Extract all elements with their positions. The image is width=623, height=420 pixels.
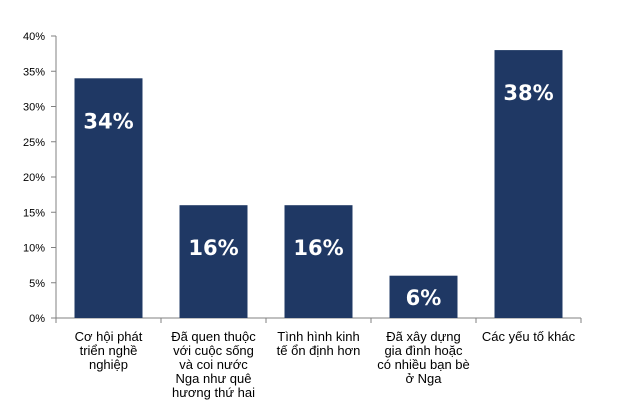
x-category-label: Các yếu tố khác [481, 329, 576, 344]
bar [74, 78, 143, 318]
bar [494, 50, 563, 318]
bar [389, 275, 458, 318]
y-tick-label: 10% [23, 243, 45, 255]
y-tick-label: 40% [23, 31, 45, 43]
chart-data-labels: 34% 16% 16% 6% 38% [83, 81, 553, 310]
chart-bars [74, 50, 563, 318]
chart-axes: 0% 5% 10% 15% 20% 25% 30% 35% 40% [23, 31, 582, 325]
y-tick-label: 25% [23, 137, 45, 149]
y-tick-label: 20% [23, 172, 45, 184]
bar-data-label: 34% [83, 109, 133, 133]
x-category-label: Đã xây dựng gia đình hoặc có nhiều bạn b… [377, 329, 470, 386]
bar-data-label: 16% [293, 236, 343, 260]
y-tick-label: 15% [23, 207, 45, 219]
bar-data-label: 16% [188, 236, 238, 260]
x-category-label: Tình hình kinh tế ổn định hơn [276, 329, 361, 358]
y-tick-label: 35% [23, 66, 45, 78]
bar [179, 205, 248, 318]
y-tick-label: 5% [29, 278, 45, 290]
bar [284, 205, 353, 318]
bar-data-label: 6% [406, 286, 442, 310]
x-category-label: Đã quen thuộc với cuộc sống và coi nước … [171, 329, 256, 400]
y-tick-label: 30% [23, 102, 45, 114]
x-category-label: Cơ hội phát triển nghề nghiệp [74, 329, 143, 372]
bar-data-label: 38% [503, 81, 553, 105]
y-tick-label: 0% [29, 313, 45, 325]
